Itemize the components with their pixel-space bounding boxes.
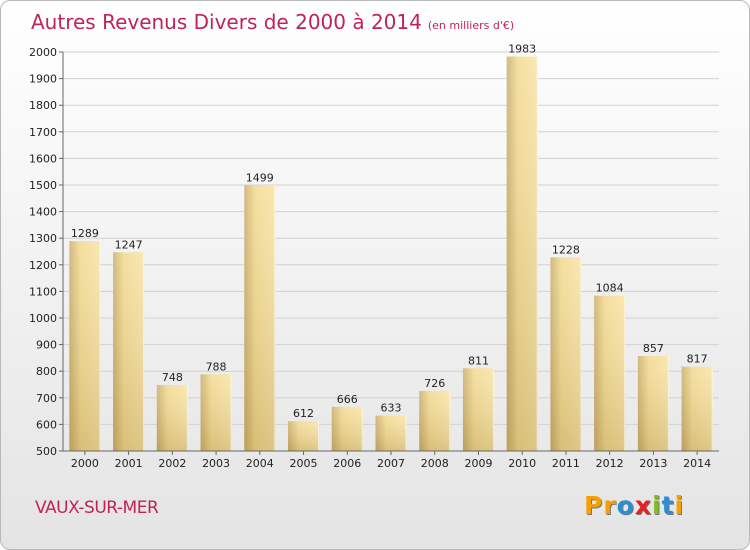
bar-shade — [594, 295, 626, 451]
y-tick-label: 1300 — [29, 232, 57, 245]
bar-shade — [113, 252, 145, 451]
logo-letter: t — [661, 491, 675, 520]
x-tick-label: 2000 — [71, 457, 99, 470]
y-tick-label: 1500 — [29, 179, 57, 192]
x-tick-label: 2006 — [333, 457, 361, 470]
y-tick-label: 1800 — [29, 99, 57, 112]
location-name: VAUX-SUR-MER — [35, 498, 159, 518]
logo-letter: i — [674, 491, 685, 520]
y-tick-label: 1700 — [29, 126, 57, 139]
x-tick-label: 2008 — [421, 457, 449, 470]
bar-shade — [419, 390, 451, 451]
bar-shade — [550, 257, 582, 451]
logo-letter: P — [584, 491, 604, 520]
value-label: 612 — [293, 407, 314, 420]
x-tick-label: 2011 — [552, 457, 580, 470]
value-label: 1983 — [508, 43, 536, 56]
value-label: 788 — [206, 360, 227, 373]
bar-shade — [331, 406, 363, 451]
bar-shade — [69, 241, 101, 451]
value-label: 726 — [424, 377, 445, 390]
value-label: 811 — [468, 354, 489, 367]
y-tick-label: 1200 — [29, 259, 57, 272]
value-label: 857 — [643, 342, 664, 355]
x-tick-label: 2001 — [115, 457, 143, 470]
logo-letter: r — [603, 491, 617, 520]
value-label: 748 — [162, 371, 183, 384]
bar-shade — [244, 185, 276, 452]
x-tick-label: 2012 — [596, 457, 624, 470]
proxiti-logo: Proxiti — [584, 491, 684, 520]
chart-title-text: Autres Revenus Divers de 2000 à 2014 — [31, 10, 422, 34]
y-tick-label: 1900 — [29, 73, 57, 86]
chart-title: Autres Revenus Divers de 2000 à 2014 (en … — [31, 10, 514, 34]
x-tick-label: 2002 — [158, 457, 186, 470]
value-label: 1247 — [115, 238, 143, 251]
bar-shade — [375, 415, 407, 451]
bar-shade — [506, 56, 538, 451]
value-label: 1084 — [596, 282, 624, 295]
x-tick-label: 2003 — [202, 457, 230, 470]
y-tick-label: 1400 — [29, 206, 57, 219]
bar-shade — [462, 368, 494, 451]
x-tick-label: 2014 — [683, 457, 711, 470]
value-label: 633 — [381, 402, 402, 415]
value-label: 1228 — [552, 243, 580, 256]
value-label: 1499 — [246, 171, 274, 184]
bar-shade — [681, 366, 713, 451]
x-tick-label: 2010 — [508, 457, 536, 470]
x-tick-label: 2013 — [639, 457, 667, 470]
y-tick-label: 1100 — [29, 285, 57, 298]
y-tick-label: 1600 — [29, 152, 57, 165]
chart-subtitle: (en milliers d'€) — [427, 19, 515, 32]
value-label: 666 — [337, 393, 358, 406]
logo-letter: i — [652, 491, 662, 520]
y-tick-label: 500 — [36, 445, 57, 458]
x-tick-label: 2005 — [290, 457, 318, 470]
y-tick-label: 900 — [36, 339, 57, 352]
y-tick-label: 600 — [36, 418, 57, 431]
bar-shade — [288, 421, 320, 451]
logo-letter: o — [616, 491, 635, 520]
y-tick-label: 700 — [36, 392, 57, 405]
value-label: 817 — [687, 353, 708, 366]
bars: 1289 1247 748 788 1499 612 666 633 726 811 1983 122… — [69, 43, 713, 452]
x-tick-label: 2007 — [377, 457, 405, 470]
bar-shade — [156, 385, 188, 451]
logo-letter: x — [634, 491, 652, 520]
x-tick-label: 2004 — [246, 457, 274, 470]
y-tick-label: 2000 — [29, 46, 57, 59]
value-label: 1289 — [71, 227, 99, 240]
y-tick-label: 800 — [36, 365, 57, 378]
x-tick-label: 2009 — [464, 457, 492, 470]
y-tick-label: 1000 — [29, 312, 57, 325]
bar-shade — [200, 374, 232, 451]
bar-shade — [637, 356, 669, 451]
axes: 500 600 700 800 900 1000 1100 1200 1300 1400 1500 1… — [29, 46, 719, 470]
